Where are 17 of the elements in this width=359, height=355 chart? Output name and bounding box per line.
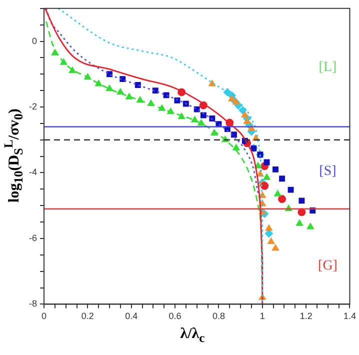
x-tick-label: 0 xyxy=(41,311,47,322)
y-tick-label: -4 xyxy=(28,167,37,178)
x-tick-label: 0.4 xyxy=(125,311,138,322)
y-tick-label: 0 xyxy=(32,36,37,46)
x-axis-title: λ/λ$_{c}$ xyxy=(179,326,206,346)
y-tick-label: -8 xyxy=(28,298,37,309)
x-tick-label: 1.2 xyxy=(300,311,312,322)
y-tick-label: -2 xyxy=(28,101,37,112)
x-tick-label: 1.4 xyxy=(343,311,356,322)
x-tick-label: 1 xyxy=(260,311,265,322)
annotation: [G] xyxy=(318,258,338,274)
annotation: [L] xyxy=(318,60,337,76)
y-tick-label: -6 xyxy=(28,232,37,243)
x-tick-label: 0.2 xyxy=(81,311,94,322)
x-tick-label: 0.8 xyxy=(212,311,225,322)
x-tick-label: 0.6 xyxy=(168,311,182,322)
annotation: [S] xyxy=(319,164,336,179)
